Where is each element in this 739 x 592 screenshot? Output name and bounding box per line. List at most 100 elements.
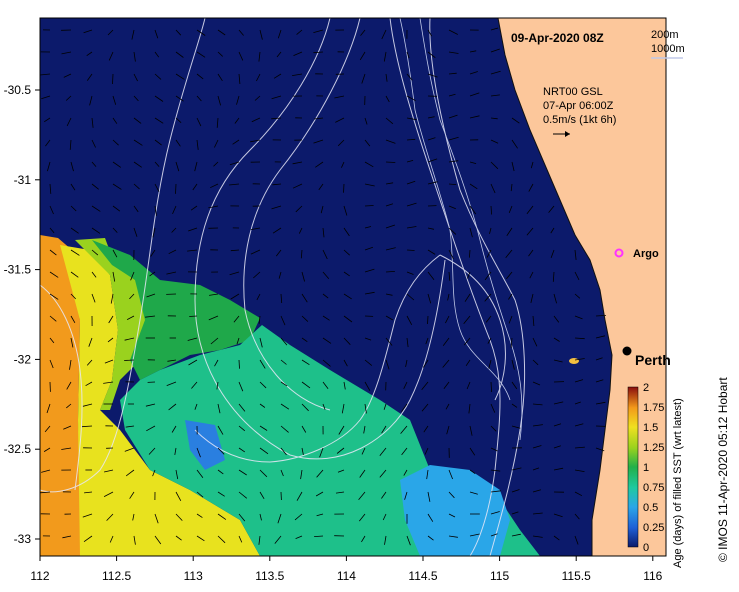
current-vector bbox=[188, 359, 198, 366]
current-vector bbox=[238, 535, 243, 543]
colorbar-tick-label: 0.5 bbox=[643, 502, 658, 514]
current-vector bbox=[529, 271, 534, 279]
current-vector bbox=[49, 359, 54, 369]
current-vector bbox=[381, 29, 387, 40]
current-vector bbox=[315, 491, 324, 497]
current-vector bbox=[508, 205, 513, 214]
current-vector bbox=[427, 271, 435, 281]
current-vector bbox=[49, 293, 59, 300]
current-vector bbox=[508, 293, 513, 300]
current-vector bbox=[238, 359, 240, 369]
current-vector bbox=[61, 447, 72, 450]
current-vector bbox=[189, 315, 198, 317]
current-vector bbox=[364, 161, 374, 168]
current-vector bbox=[210, 183, 219, 189]
current-vector bbox=[280, 447, 287, 456]
current-vector bbox=[217, 403, 221, 414]
current-vector bbox=[133, 117, 142, 124]
x-tick-label: 116 bbox=[643, 569, 662, 583]
current-vector bbox=[319, 447, 324, 458]
current-vector bbox=[217, 73, 223, 82]
current-vector bbox=[486, 249, 492, 258]
current-vector bbox=[448, 249, 454, 260]
current-vector bbox=[316, 513, 324, 517]
current-vector bbox=[360, 29, 366, 36]
current-vector bbox=[490, 117, 498, 120]
current-vector bbox=[383, 403, 387, 410]
current-vector bbox=[553, 423, 562, 427]
current-vector bbox=[236, 337, 240, 345]
current-vector bbox=[86, 51, 93, 57]
current-vector bbox=[280, 293, 283, 304]
current-vector bbox=[301, 381, 311, 389]
current-vector bbox=[553, 467, 564, 471]
current-vector bbox=[298, 227, 303, 234]
current-vector bbox=[364, 205, 374, 207]
current-vector bbox=[238, 73, 241, 85]
current-vector bbox=[112, 161, 122, 168]
colorbar-tick-label: 1.5 bbox=[643, 422, 658, 434]
current-vector bbox=[511, 359, 515, 370]
current-vector bbox=[196, 51, 206, 58]
current-vector bbox=[154, 95, 164, 102]
colorbar-ticks: 0 0.25 0.5 0.75 1 1.25 1.5 1.75 2 bbox=[643, 382, 664, 554]
current-vector bbox=[238, 51, 244, 61]
current-vector bbox=[293, 51, 303, 56]
current-vector bbox=[154, 535, 162, 545]
current-vector bbox=[364, 403, 367, 414]
current-vector bbox=[192, 183, 198, 191]
current-vector bbox=[343, 205, 348, 216]
current-vector bbox=[406, 95, 416, 102]
current-vector bbox=[213, 161, 219, 167]
current-vector bbox=[70, 205, 77, 212]
current-vector bbox=[130, 271, 135, 281]
current-vector bbox=[403, 469, 408, 476]
plot-frame bbox=[39, 17, 667, 557]
current-vector bbox=[532, 424, 543, 427]
current-vector bbox=[574, 379, 584, 383]
current-vector bbox=[66, 403, 72, 409]
current-vector bbox=[574, 446, 585, 449]
current-vector bbox=[553, 513, 563, 518]
current-vector bbox=[595, 357, 603, 361]
colorbar-tick-label: 2 bbox=[643, 382, 649, 394]
map-title: 09-Apr-2020 08Z bbox=[511, 31, 604, 45]
current-vector bbox=[322, 249, 328, 260]
current-vector bbox=[294, 513, 303, 521]
sst-green-patch bbox=[92, 240, 260, 380]
current-vector bbox=[426, 469, 429, 480]
current-vector bbox=[145, 403, 156, 407]
current-vector bbox=[49, 337, 55, 344]
current-vector bbox=[273, 73, 282, 79]
current-vector bbox=[250, 249, 261, 255]
current-vector bbox=[154, 183, 160, 192]
current-vector bbox=[82, 513, 93, 518]
current-vector bbox=[381, 491, 387, 499]
current-vector bbox=[448, 535, 458, 538]
current-vector bbox=[422, 359, 429, 368]
x-tick-label: 114.5 bbox=[408, 569, 437, 583]
current-vector bbox=[217, 51, 223, 57]
current-vector bbox=[448, 93, 456, 97]
scale-arrow-icon bbox=[553, 131, 570, 137]
sst-blue-patch bbox=[185, 420, 225, 470]
current-vector bbox=[343, 249, 350, 256]
current-vector bbox=[229, 161, 240, 166]
current-vector bbox=[381, 425, 387, 434]
current-vector bbox=[383, 51, 387, 62]
sst-orange-patch bbox=[40, 235, 84, 556]
current-vector bbox=[295, 535, 303, 539]
current-vector bbox=[465, 359, 471, 367]
current-vector bbox=[341, 161, 345, 168]
current-vector bbox=[511, 425, 521, 429]
current-vector bbox=[469, 249, 471, 258]
current-vector bbox=[532, 403, 543, 406]
current-vector bbox=[511, 381, 518, 390]
current-vector bbox=[125, 469, 135, 477]
current-vector bbox=[217, 425, 224, 435]
current-vector bbox=[133, 139, 143, 146]
current-vector bbox=[406, 117, 417, 121]
current-vector bbox=[154, 117, 164, 124]
current-vector bbox=[532, 445, 542, 449]
current-vector bbox=[175, 51, 184, 58]
